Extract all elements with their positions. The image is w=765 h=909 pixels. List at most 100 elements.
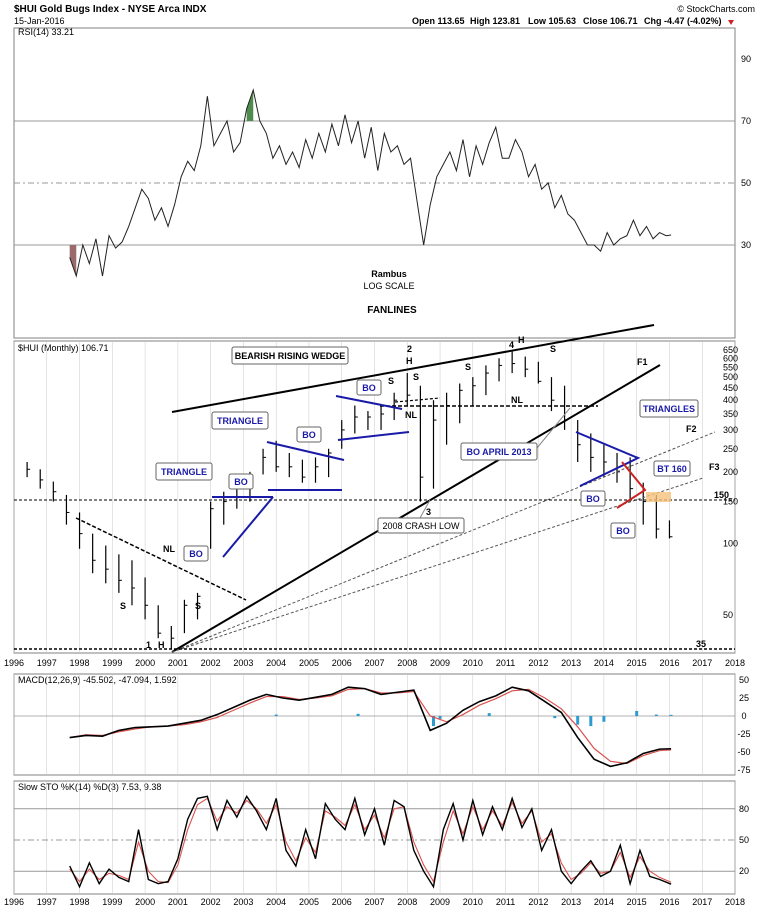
year-tick-label: 1999 (102, 897, 122, 907)
sto-tick-label: 20 (739, 866, 749, 876)
year-tick-label: 1997 (37, 897, 57, 907)
s-label-4: S (413, 372, 419, 382)
h-label-3: H (518, 335, 525, 345)
bt-highlight (646, 492, 671, 502)
year-tick-label: 2018 (725, 897, 745, 907)
year-tick-label: 2016 (659, 658, 679, 668)
macd-tick-label: -25 (737, 729, 750, 739)
s-label-1: S (120, 601, 126, 611)
year-tick-label: 2017 (692, 897, 712, 907)
macd-histogram-bar (274, 714, 278, 716)
nl-label-3: NL (511, 395, 523, 405)
macd-tick-label: 50 (739, 675, 749, 685)
price-tick-label: 300 (723, 425, 738, 435)
bt160-text: BT 160 (657, 464, 687, 474)
bo-text-1: BO (189, 549, 203, 559)
bo-box-1: BO (183, 545, 209, 562)
price-tick-label: 500 (723, 372, 738, 382)
bo-april-label: BO APRIL 2013 (460, 442, 538, 461)
crash-low-label: 2008 CRASH LOW (377, 517, 465, 534)
s-label-5: S (465, 362, 471, 372)
macd-histogram-bar (438, 716, 442, 719)
nl-label-1: NL (163, 544, 175, 554)
ohlc-open: Open 113.65 (412, 16, 465, 26)
fanlines-label: FANLINES (367, 305, 417, 316)
bo-box-2: BO (228, 473, 254, 490)
year-tick-label: 2006 (332, 658, 352, 668)
year-tick-label: 2012 (528, 897, 548, 907)
flag-upper (335, 395, 403, 410)
f2-fanline (171, 431, 716, 653)
year-tick-label: 2002 (201, 897, 221, 907)
s-label-3: S (388, 376, 394, 386)
price-tick-label: 50 (723, 610, 733, 620)
macd-histogram-bar (553, 716, 557, 719)
sto-tick-label: 80 (739, 804, 749, 814)
triangle-label-2-text: TRIANGLE (217, 416, 263, 426)
s-label-6: S (550, 344, 556, 354)
sto-layer: 20 50 80 (14, 794, 749, 889)
price-tick-label: 350 (723, 409, 738, 419)
macd-histogram-bar (669, 714, 673, 716)
axis-layer: 1996 1996 1997 1997 1998 1998 1999 1999 2000 2000… (4, 658, 745, 907)
rsi-tick-label: 50 (741, 178, 751, 188)
bo-text-5: BO (586, 494, 600, 504)
rsi-line (69, 88, 672, 278)
triangle2-upper (266, 441, 345, 461)
year-tick-label: 2017 (692, 658, 712, 668)
chart-title: $HUI Gold Bugs Index - NYSE Arca INDX (14, 4, 207, 15)
price-tick-label: 250 (723, 444, 738, 454)
wedge-label-box: BEARISH RISING WEDGE (231, 346, 349, 365)
bo-box-3: BO (296, 426, 322, 443)
f1-fanline (171, 364, 661, 653)
bo-box-4: BO (356, 379, 382, 396)
rsi-oversold-fill (69, 245, 77, 276)
bo-april-label-text: BO APRIL 2013 (466, 447, 531, 457)
price-tick-label: 450 (723, 383, 738, 393)
year-tick-label: 2011 (496, 658, 515, 668)
macd-tick-label: -75 (737, 765, 750, 775)
year-tick-label: 2013 (561, 658, 581, 668)
year-tick-label: 2008 (397, 897, 417, 907)
triangle-label-1: TRIANGLE (155, 462, 213, 481)
f3-fanline (171, 477, 704, 653)
triangles-blue (575, 431, 641, 487)
macd-histogram-bar (589, 716, 593, 727)
sto-panel-title: Slow STO %K(14) %D(3) 7.53, 9.38 (18, 782, 161, 792)
h-label-2: H (406, 356, 413, 366)
grid-layer (13, 341, 736, 894)
h-label-1: H (158, 640, 165, 650)
neckline-3 (394, 397, 441, 403)
year-tick-label: 1999 (102, 658, 122, 668)
rsi-tick-label: 90 (741, 54, 751, 64)
triangle1-lower (222, 496, 274, 558)
year-tick-label: 2018 (725, 658, 745, 668)
price-tick-label: 400 (723, 395, 738, 405)
year-tick-label: 2010 (463, 658, 483, 668)
bo-box-6: BO (610, 522, 636, 539)
year-tick-label: 2007 (364, 658, 384, 668)
year-tick-label: 1996 (4, 658, 24, 668)
price-tick-label: 200 (723, 467, 738, 477)
year-tick-label: 2005 (299, 658, 319, 668)
neckline-1 (75, 517, 247, 601)
bo-text-6: BO (616, 526, 630, 536)
three-label: 3 (426, 507, 431, 517)
year-tick-label: 2001 (168, 897, 188, 907)
year-tick-label: 2000 (135, 658, 155, 668)
rambus-label: Rambus (371, 269, 407, 279)
macd-panel-title: MACD(12,26,9) -45.502, -47.094, 1.592 (18, 675, 177, 685)
year-tick-label: 2003 (233, 658, 253, 668)
macd-histogram-bar (654, 714, 658, 716)
macd-layer: -75 -50 -25 0 25 50 (14, 675, 751, 775)
price-tick-label: 100 (723, 538, 738, 548)
macd-histogram-bar (356, 713, 360, 716)
year-tick-label: 2001 (168, 658, 188, 668)
price-tick-label: 150 (723, 497, 738, 507)
bo-april-pointer (536, 407, 571, 449)
sto-k-line (69, 794, 672, 889)
f3-label: F3 (709, 462, 720, 472)
year-tick-label: 1996 (4, 897, 24, 907)
year-tick-label: 2010 (463, 897, 483, 907)
